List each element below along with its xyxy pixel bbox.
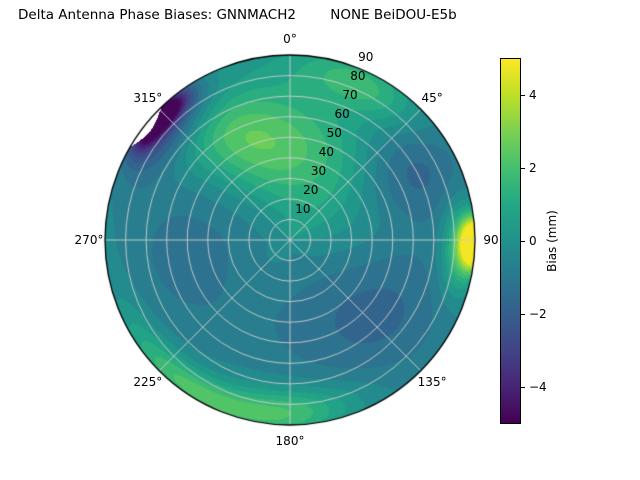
- radial-tick-label: 40: [318, 145, 335, 160]
- theta-tick-label: 315°: [133, 90, 163, 105]
- radial-tick-label: 90: [358, 50, 374, 65]
- colorbar-axis-label: Bias (mm): [545, 210, 559, 272]
- colorbar-tick-label: −2: [529, 307, 547, 322]
- colorbar: 4 2 0 −2 −4 Bias (mm): [500, 58, 559, 424]
- colorbar-tick-label: −4: [529, 380, 547, 395]
- theta-tick-label: 225°: [133, 375, 163, 390]
- colorbar-tick-label: 4: [529, 87, 537, 102]
- radial-tick-label: 60: [334, 107, 350, 122]
- colorbar-gradient: [500, 58, 521, 424]
- polar-contour-plot: [103, 53, 477, 427]
- theta-tick-label: 45°: [421, 90, 443, 105]
- radial-tick-label: 70: [342, 88, 358, 103]
- radial-tick-label: 80: [350, 69, 366, 84]
- colorbar-tick-mark: [521, 314, 525, 316]
- colorbar-tick-mark: [521, 387, 525, 389]
- radial-tick-label: 10: [295, 201, 311, 216]
- colorbar-tick-mark: [521, 167, 525, 169]
- colorbar-tick-label: 0: [529, 234, 537, 248]
- radial-tick-label: 30: [310, 164, 327, 179]
- radial-tick-label: 20: [303, 183, 319, 197]
- theta-tick-label: 90: [483, 233, 499, 247]
- theta-tick-label: 270°: [74, 233, 104, 247]
- theta-tick-label: 0°: [283, 32, 297, 46]
- theta-tick-label: 180°: [275, 434, 305, 448]
- radial-tick-label: 50: [326, 126, 342, 141]
- colorbar-tick-mark: [521, 94, 525, 96]
- colorbar-tick-label: 2: [529, 160, 537, 175]
- theta-tick-label: 135°: [417, 375, 447, 390]
- colorbar-tick-mark: [521, 241, 525, 242]
- chart-title: Delta Antenna Phase Biases: GNNMACH2 NON…: [18, 7, 457, 23]
